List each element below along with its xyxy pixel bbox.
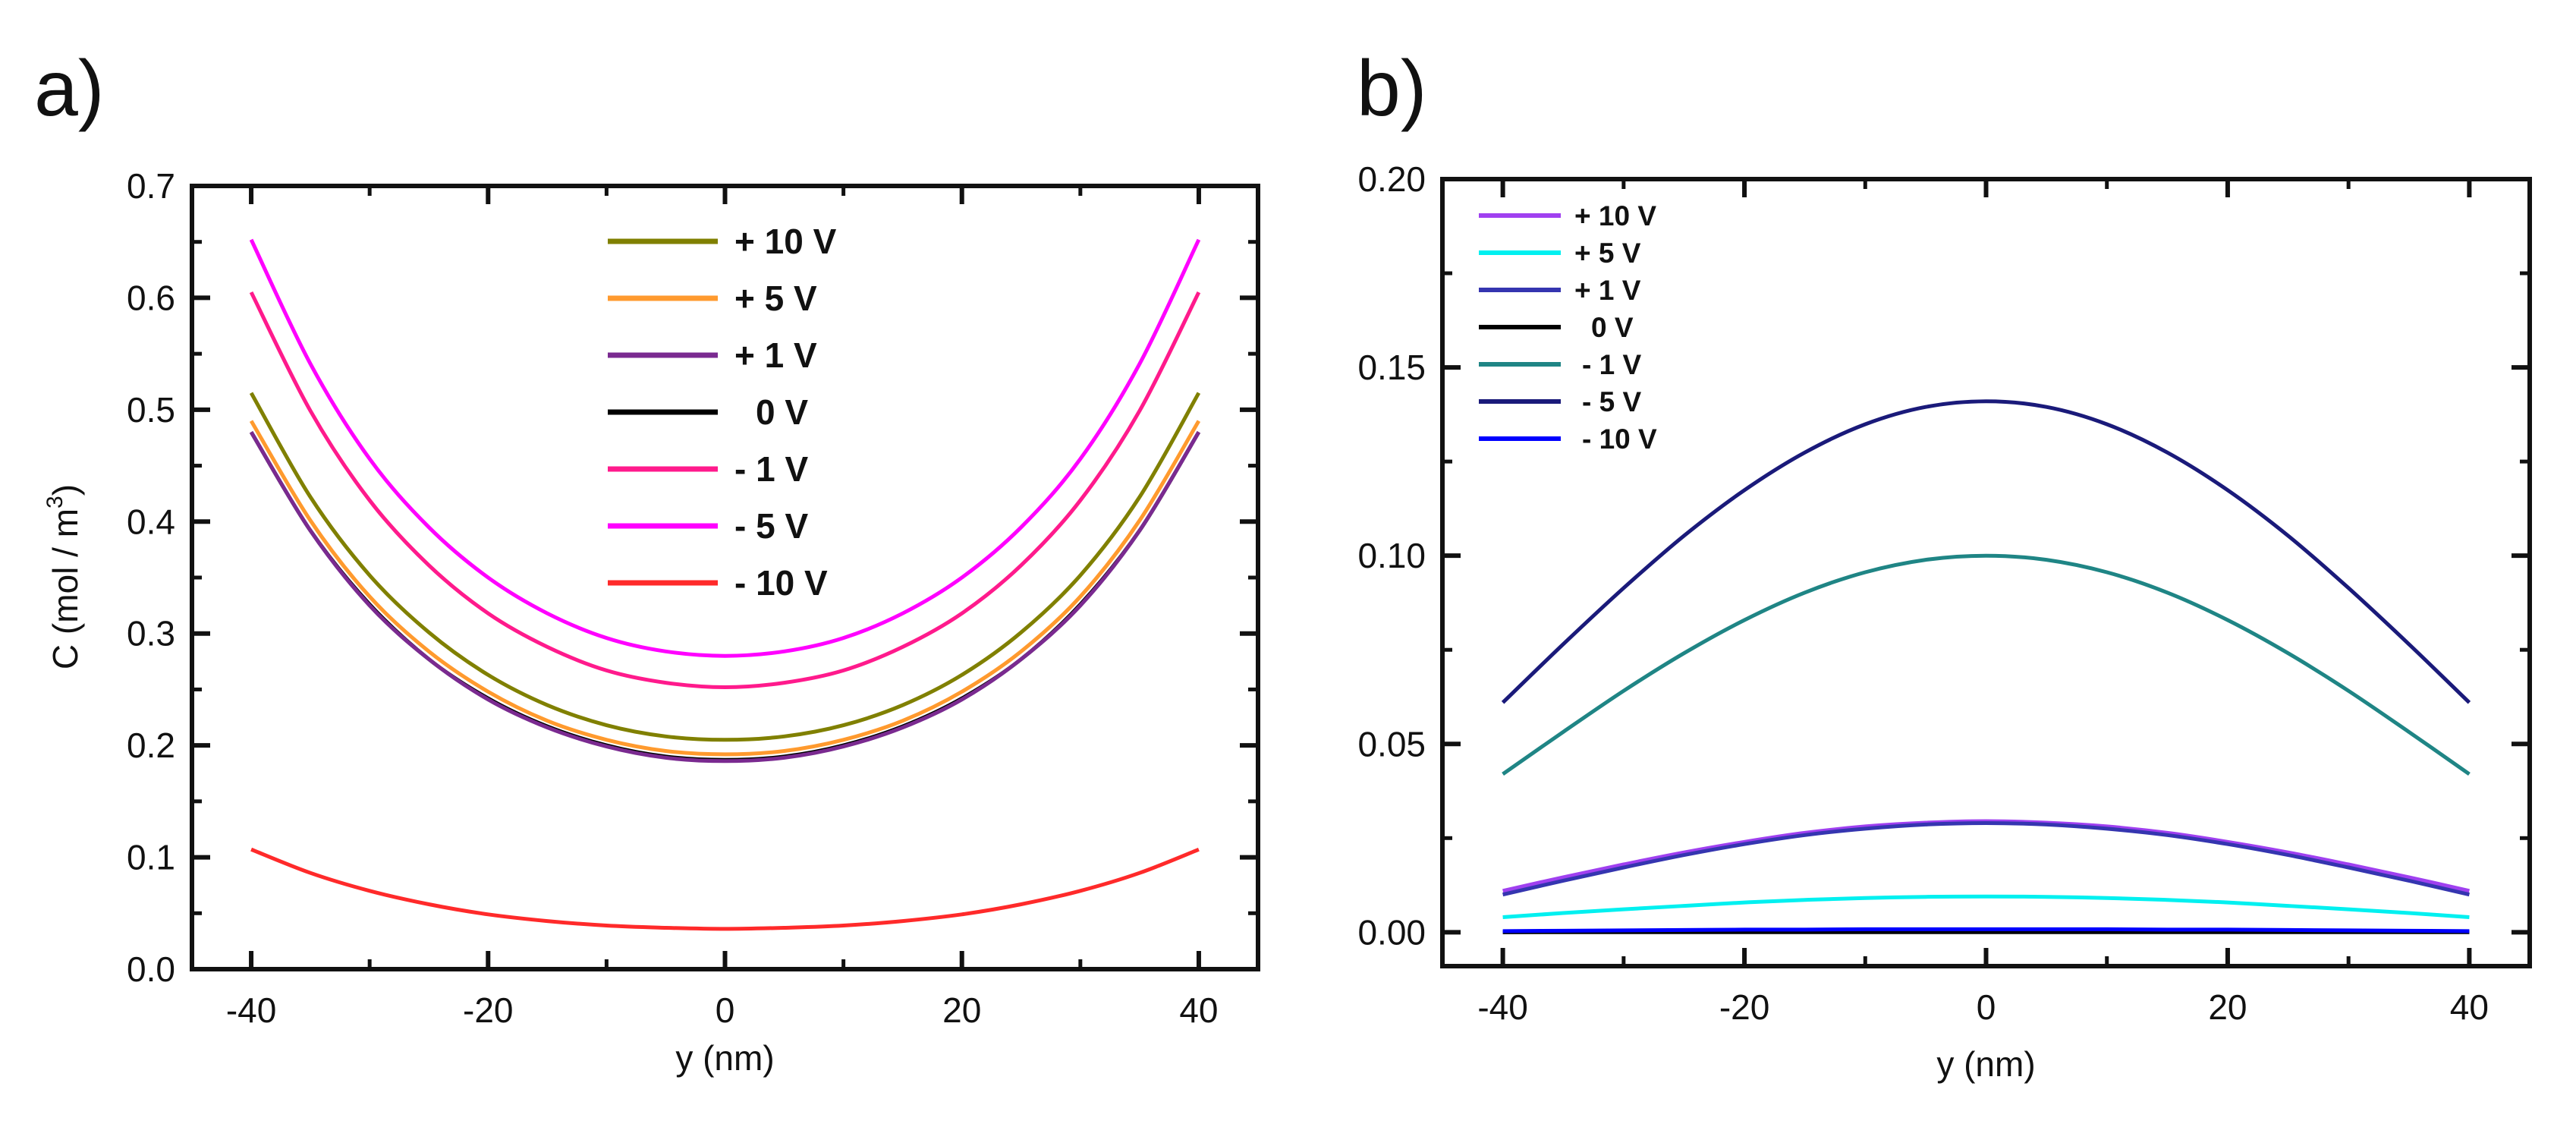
x-axis-label: y (nm) xyxy=(1936,1044,2035,1084)
y-axis-label: C (mol / m3) xyxy=(42,484,85,669)
y-tick-label: 0.1 xyxy=(127,838,175,877)
x-tick-label: -40 xyxy=(226,990,276,1030)
legend-label: 0 V xyxy=(1591,312,1634,343)
chart-panel-a: a) -40 -20 0 20 40 0.0 0.1 0.2 0.3 0.4 0.5 0.6 0.7 y (… xyxy=(34,45,1260,1078)
series-group xyxy=(1501,399,2471,934)
series-group xyxy=(249,238,1201,931)
x-tick-label: -40 xyxy=(1477,987,1527,1027)
y-tick-label: 0.10 xyxy=(1357,536,1426,575)
y-tick-label: 0.2 xyxy=(127,726,175,765)
legend-label: + 1 V xyxy=(1574,275,1641,306)
x-axis-label: y (nm) xyxy=(675,1038,774,1078)
y-axis-label-main: C (mol / m xyxy=(46,508,85,669)
x-tick-label: 0 xyxy=(1977,987,1996,1027)
y-tick-label: 0.05 xyxy=(1357,724,1426,764)
legend-label: + 5 V xyxy=(1574,238,1641,269)
legend-label: - 10 V xyxy=(1582,423,1657,455)
series-line-10v xyxy=(249,392,1201,742)
legend-label: - 1 V xyxy=(1582,349,1641,380)
y-tick-label: 0.0 xyxy=(127,949,175,989)
series-line-1v-neg xyxy=(1502,553,2471,776)
y-tick-label: 0.00 xyxy=(1357,912,1426,952)
legend-label: 0 V xyxy=(756,392,808,432)
panel-label: a) xyxy=(34,45,104,133)
series-line-5v-neg xyxy=(1501,399,2471,704)
y-tick-label: 0.20 xyxy=(1357,159,1426,199)
series-line-10v-neg xyxy=(1502,927,2470,934)
legend-label: - 5 V xyxy=(1582,386,1641,417)
x-tick-label: 20 xyxy=(942,990,981,1030)
y-tick-label: 0.6 xyxy=(127,278,175,317)
x-tick-label: 40 xyxy=(2450,987,2489,1027)
y-tick-label: 0.5 xyxy=(127,390,175,430)
x-tick-label: -20 xyxy=(1719,987,1769,1027)
series-line-5v xyxy=(1502,894,2470,919)
x-tick-label: 0 xyxy=(716,990,735,1030)
series-line-10v xyxy=(1502,819,2470,893)
legend-label: - 10 V xyxy=(734,563,828,603)
y-tick-label: 0.3 xyxy=(127,614,175,653)
legend-label: + 10 V xyxy=(734,222,837,261)
series-line-5v xyxy=(249,420,1201,757)
legend-label: + 10 V xyxy=(1574,200,1656,231)
x-tick-label: 40 xyxy=(1179,990,1218,1030)
chart-panel-b: b) -40 -20 0 20 40 0.00 0.05 0.10 0.15 0.20 y (nm) +… xyxy=(1357,45,2532,1084)
series-line-5v-neg xyxy=(249,238,1201,658)
series-line-10v-neg xyxy=(250,847,1200,931)
legend: + 10 V + 5 V + 1 V 0 V - 1 V - 5 V - 10 V xyxy=(608,222,837,603)
series-line-1v xyxy=(1502,820,2470,897)
legend: + 10 V + 5 V + 1 V 0 V - 1 V - 5 V - 10 V xyxy=(1479,200,1657,455)
legend-label: + 1 V xyxy=(734,335,817,375)
legend-label: + 5 V xyxy=(734,279,817,318)
legend-label: - 5 V xyxy=(734,506,808,546)
y-tick-label: 0.15 xyxy=(1357,348,1426,387)
series-line-1v-neg xyxy=(249,291,1201,690)
y-tick-label: 0.7 xyxy=(127,166,175,206)
series-line-1v xyxy=(249,431,1201,764)
series-line-0v xyxy=(249,431,1201,762)
y-axis-label-suffix: ) xyxy=(46,484,85,496)
panel-label: b) xyxy=(1357,45,1426,133)
x-tick-label: 20 xyxy=(2208,987,2247,1027)
y-tick-label: 0.4 xyxy=(127,502,175,541)
legend-label: - 1 V xyxy=(734,449,808,489)
x-tick-label: -20 xyxy=(463,990,513,1030)
y-axis-label-superscript: 3 xyxy=(42,496,68,508)
